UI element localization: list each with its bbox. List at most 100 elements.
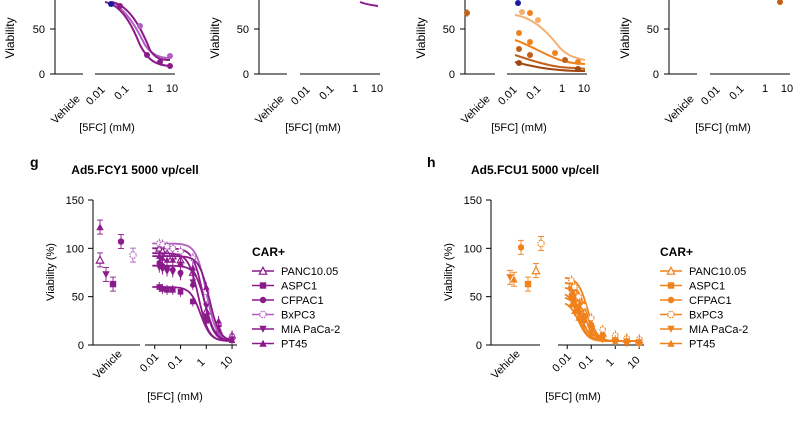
data-point — [190, 298, 196, 305]
y-tick-label: 100 — [464, 243, 482, 255]
data-point — [144, 52, 150, 58]
x-tick-label: 1 — [604, 356, 617, 369]
fit-curve — [111, 1, 171, 61]
data-point — [599, 334, 606, 342]
legend-marker — [667, 296, 675, 304]
data-point — [515, 0, 521, 6]
data-point — [157, 59, 163, 65]
vehicle-point — [524, 280, 532, 288]
top-panel-1: Viability 50 0 Vehicle 0.01 0.1 1 10 [5F… — [3, 0, 178, 134]
legend-item: PT45 — [252, 339, 307, 351]
x-tick-label: 0.1 — [524, 83, 543, 102]
legend-item: PANC10.05 — [660, 266, 746, 278]
chart-title: Ad5.FCY1 5000 vp/cell — [71, 163, 198, 177]
data-point — [108, 1, 114, 7]
plot-area — [95, 219, 237, 346]
legend-item: CFPAC1 — [660, 295, 732, 307]
data-point — [164, 287, 170, 293]
data-point — [117, 3, 123, 9]
vehicle-label: Vehicle — [91, 348, 125, 382]
y-tick-label: 0 — [78, 340, 84, 352]
legend-marker — [259, 325, 267, 333]
y-tick-label: 0 — [39, 69, 45, 81]
legend-item: ASPC1 — [252, 281, 317, 293]
y-tick-label: 0 — [653, 69, 659, 81]
legend-label: PANC10.05 — [689, 266, 746, 278]
x-axis-label: [5FC] (mM) — [285, 122, 341, 134]
data-point — [177, 289, 184, 295]
x-tick-label: 0.01 — [699, 84, 723, 108]
data-point — [177, 259, 184, 266]
data-point — [167, 53, 173, 59]
fit-curve — [359, 1, 379, 7]
y-tick-label: 50 — [33, 24, 45, 36]
data-point — [189, 279, 197, 286]
panel-letter: g — [30, 154, 39, 170]
vehicle-label: Vehicle — [49, 93, 83, 127]
x-axis-label: [5FC] (mM) — [491, 122, 547, 134]
y-ticks: 150 100 50 0 — [464, 195, 492, 352]
legend-label: PANC10.05 — [281, 266, 338, 278]
data-point — [575, 66, 581, 72]
data-point — [777, 0, 783, 5]
x-tick-label: 1 — [195, 356, 208, 369]
top-panel-4: Viability 50 0 Vehicle 0.01 0.1 1 10 [5F… — [618, 0, 793, 134]
vehicle-point — [96, 223, 104, 231]
vehicle-point — [531, 265, 541, 275]
legend-label: ASPC1 — [689, 281, 725, 293]
x-tick-label: 1 — [147, 83, 153, 95]
panel-g: g Ad5.FCY1 5000 vp/cell Viability (%) 15… — [30, 154, 340, 403]
legend-item: BxPC3 — [252, 310, 315, 322]
legend-label: PT45 — [281, 339, 307, 351]
data-point — [599, 326, 607, 333]
y-tick-label: 50 — [647, 24, 659, 36]
legend-marker — [667, 282, 675, 289]
data-point — [169, 269, 177, 276]
data-point — [155, 252, 163, 259]
y-axis-label: Viability — [3, 17, 17, 58]
legend-title: CAR+ — [660, 245, 693, 259]
y-axis-label: Viability — [414, 17, 428, 58]
data-point — [635, 339, 643, 346]
data-point — [167, 63, 173, 69]
y-tick-label: 150 — [66, 195, 84, 207]
data-point — [177, 247, 184, 255]
data-point — [575, 314, 582, 321]
vehicle-point — [102, 271, 110, 279]
y-axis-label: Viability (%) — [45, 243, 57, 301]
legend-label: BxPC3 — [689, 310, 723, 322]
legend: PANC10.05 ASPC1 CFPAC1 BxPC3 MIA PaCa-2 PT45 — [252, 266, 340, 351]
x-tick-label: 0.1 — [576, 353, 595, 372]
legend-label: BxPC3 — [281, 310, 315, 322]
data-point — [535, 17, 541, 23]
data-point — [202, 303, 210, 310]
legend-label: MIA PaCa-2 — [689, 324, 748, 336]
data-point — [155, 264, 163, 271]
data-point — [575, 59, 581, 65]
top-row-panels: Viability 50 0 Vehicle 0.01 0.1 1 10 [5F… — [3, 0, 793, 134]
data-point — [527, 52, 533, 58]
y-axis-label: Viability (%) — [443, 243, 455, 301]
legend-marker — [667, 310, 675, 319]
legend-item: PANC10.05 — [252, 266, 338, 278]
vehicle-label: Vehicle — [253, 93, 287, 127]
data-point — [163, 268, 171, 275]
legend-item: ASPC1 — [660, 281, 725, 293]
x-tick-label: 0.01 — [289, 84, 313, 108]
data-point — [568, 276, 575, 284]
panel-letter: h — [427, 154, 436, 170]
data-point — [516, 60, 522, 66]
data-point — [568, 301, 575, 308]
data-point — [464, 10, 470, 16]
x-tick-label: 10 — [626, 354, 643, 371]
x-tick-label: 0.01 — [496, 84, 520, 108]
data-point — [571, 283, 578, 291]
vehicle-point — [117, 238, 125, 245]
legend-item: PT45 — [660, 339, 715, 351]
data-point — [580, 302, 588, 310]
vehicle-point — [537, 239, 545, 248]
legend-marker — [667, 325, 675, 333]
x-tick-label: 10 — [371, 83, 383, 95]
data-point — [587, 330, 595, 337]
